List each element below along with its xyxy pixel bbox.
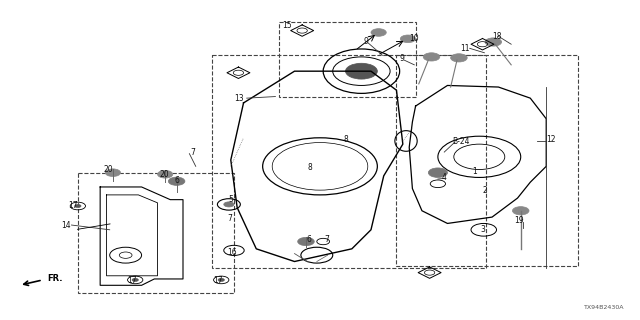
Text: 3: 3 [480, 225, 485, 234]
Text: 17: 17 [127, 276, 137, 285]
Circle shape [428, 168, 447, 178]
Circle shape [157, 171, 173, 178]
Text: 18: 18 [492, 32, 502, 41]
Text: 4: 4 [442, 173, 447, 182]
Text: TX94B2430A: TX94B2430A [584, 305, 625, 310]
Circle shape [105, 169, 120, 177]
Text: 9: 9 [399, 54, 404, 63]
Circle shape [132, 278, 138, 282]
Text: 20: 20 [159, 170, 169, 179]
Circle shape [485, 38, 502, 46]
Text: 19: 19 [514, 216, 524, 225]
Text: 20: 20 [104, 165, 113, 174]
Text: 8: 8 [307, 164, 312, 172]
Text: 6: 6 [174, 176, 179, 185]
Circle shape [371, 29, 387, 36]
Text: 17: 17 [68, 202, 77, 211]
Circle shape [423, 53, 440, 61]
Circle shape [400, 35, 415, 43]
Text: 6: 6 [307, 235, 312, 244]
Bar [212, 55, 486, 268]
Circle shape [218, 278, 225, 282]
Bar [78, 173, 234, 293]
Circle shape [168, 177, 185, 185]
Text: 1: 1 [472, 167, 477, 176]
Circle shape [451, 54, 467, 62]
Text: 12: 12 [546, 135, 556, 144]
Circle shape [513, 207, 529, 215]
Circle shape [298, 237, 314, 246]
Circle shape [346, 63, 378, 79]
Text: 9: 9 [364, 36, 368, 45]
Text: FR.: FR. [47, 275, 63, 284]
Text: 15: 15 [282, 21, 292, 30]
Text: 7: 7 [227, 214, 232, 223]
Bar [396, 55, 578, 266]
Text: 13: 13 [234, 94, 244, 103]
Text: 16: 16 [227, 248, 237, 257]
Text: 10: 10 [410, 34, 419, 43]
Text: 17: 17 [213, 276, 223, 285]
Text: 2: 2 [482, 186, 487, 195]
Text: B-24: B-24 [452, 137, 470, 147]
Text: 8: 8 [343, 135, 348, 144]
Text: 7: 7 [190, 148, 195, 156]
Bar [278, 22, 415, 97]
Text: 11: 11 [461, 44, 470, 53]
Circle shape [75, 204, 81, 208]
Circle shape [224, 202, 234, 207]
Text: 7: 7 [324, 235, 329, 244]
Text: 14: 14 [61, 220, 71, 229]
Text: 5: 5 [228, 195, 233, 204]
